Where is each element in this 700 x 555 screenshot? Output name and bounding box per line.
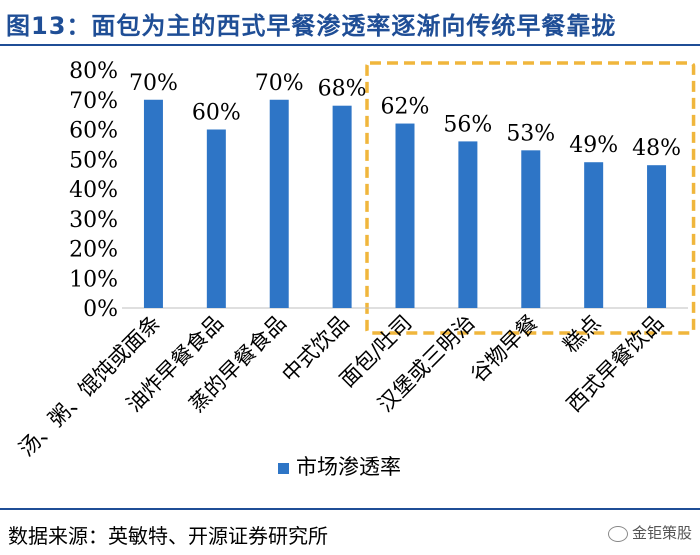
- bar: [395, 123, 415, 308]
- y-tick-label: 80%: [69, 59, 118, 84]
- watermark-text: 金钜策股: [631, 524, 692, 542]
- value-label: 48%: [632, 136, 681, 161]
- highlight-box: [365, 61, 696, 335]
- value-label: 62%: [381, 95, 430, 120]
- bar: [521, 150, 541, 308]
- bar: [332, 105, 352, 308]
- bar: [584, 162, 604, 308]
- chart-title: 图13：面包为主的西式早餐渗透率逐渐向传统早餐靠拢: [6, 12, 617, 40]
- category-label: 糕点: [559, 311, 606, 358]
- source-bar: 数据来源：英敏特、开源证券研究所 金钜策股: [0, 508, 700, 555]
- value-label: 49%: [569, 133, 618, 158]
- y-tick-label: 70%: [69, 89, 118, 114]
- value-label: 60%: [192, 101, 241, 126]
- value-label: 56%: [443, 112, 492, 137]
- value-label: 53%: [506, 121, 555, 146]
- bar: [647, 165, 667, 308]
- wechat-icon: [607, 525, 628, 542]
- bar: [269, 99, 289, 308]
- title-bar: 图13：面包为主的西式早餐渗透率逐渐向传统早餐靠拢: [0, 0, 700, 46]
- y-tick-label: 40%: [69, 178, 118, 203]
- y-tick-label: 20%: [69, 238, 118, 263]
- y-tick-label: 10%: [69, 267, 118, 292]
- y-tick-label: 60%: [69, 119, 118, 144]
- y-tick-label: 0%: [83, 297, 118, 322]
- watermark: 金钜策股: [607, 522, 692, 543]
- bar: [458, 141, 478, 308]
- y-tick-label: 50%: [69, 148, 118, 173]
- bar: [143, 99, 163, 308]
- source-note: 数据来源：英敏特、开源证券研究所: [8, 524, 328, 548]
- legend-swatch: [278, 463, 289, 474]
- y-tick-label: 30%: [69, 208, 118, 233]
- category-label: 谷物早餐: [466, 311, 542, 387]
- value-label: 68%: [318, 77, 367, 102]
- legend-label: 市场渗透率: [296, 455, 401, 479]
- bar: [206, 129, 226, 308]
- bar-chart: 0%10%20%30%40%50%60%70%80% 70%汤、粥、馄饨或面条60…: [14, 59, 696, 479]
- value-label: 70%: [255, 71, 304, 96]
- value-label: 70%: [129, 71, 178, 96]
